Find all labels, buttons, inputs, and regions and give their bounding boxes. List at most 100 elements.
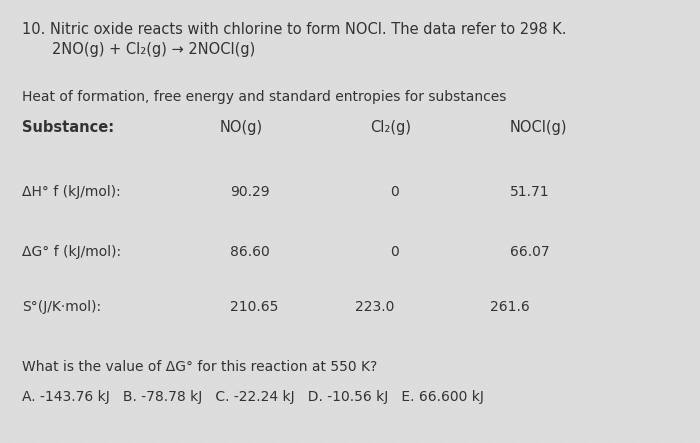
Bar xyxy=(486,71,492,77)
Bar xyxy=(600,413,606,419)
Bar xyxy=(378,0,384,5)
Bar xyxy=(672,293,678,299)
Bar xyxy=(102,215,108,221)
Bar xyxy=(288,113,294,119)
Bar xyxy=(498,47,504,53)
Bar xyxy=(162,287,168,293)
Bar xyxy=(564,101,570,107)
Bar xyxy=(504,221,510,227)
Bar xyxy=(492,77,498,83)
Bar xyxy=(564,281,570,287)
Bar xyxy=(36,257,42,263)
Bar xyxy=(612,293,618,299)
Bar xyxy=(12,329,18,335)
Bar xyxy=(432,173,438,179)
Bar xyxy=(558,11,564,17)
Bar xyxy=(468,329,474,335)
Bar xyxy=(204,209,210,215)
Bar xyxy=(630,143,636,149)
Bar xyxy=(78,203,84,209)
Bar xyxy=(288,341,294,347)
Text: 210.65: 210.65 xyxy=(230,300,279,314)
Bar xyxy=(342,251,348,257)
Bar xyxy=(132,305,138,311)
Bar xyxy=(330,0,336,5)
Bar xyxy=(498,59,504,65)
Bar xyxy=(636,77,642,83)
Bar xyxy=(648,257,654,263)
Bar xyxy=(114,251,120,257)
Bar xyxy=(444,161,450,167)
Bar xyxy=(96,77,102,83)
Bar xyxy=(300,29,306,35)
Bar xyxy=(210,395,216,401)
Bar xyxy=(66,263,72,269)
Bar xyxy=(672,53,678,59)
Bar xyxy=(678,407,684,413)
Bar xyxy=(606,59,612,65)
Bar xyxy=(48,209,54,215)
Bar xyxy=(174,131,180,137)
Bar xyxy=(126,347,132,353)
Bar xyxy=(30,395,36,401)
Bar xyxy=(420,401,426,407)
Bar xyxy=(162,215,168,221)
Bar xyxy=(78,263,84,269)
Bar xyxy=(348,413,354,419)
Bar xyxy=(144,257,150,263)
Bar xyxy=(486,299,492,305)
Bar xyxy=(48,425,54,431)
Bar xyxy=(684,329,690,335)
Bar xyxy=(606,431,612,437)
Bar xyxy=(282,383,288,389)
Bar xyxy=(174,155,180,161)
Bar xyxy=(684,89,690,95)
Bar xyxy=(690,155,696,161)
Bar xyxy=(270,23,276,29)
Bar xyxy=(222,251,228,257)
Bar xyxy=(66,347,72,353)
Bar xyxy=(366,83,372,89)
Bar xyxy=(408,269,414,275)
Bar xyxy=(384,101,390,107)
Bar xyxy=(270,263,276,269)
Bar xyxy=(246,227,252,233)
Bar xyxy=(156,53,162,59)
Bar xyxy=(618,119,624,125)
Bar xyxy=(90,287,96,293)
Bar xyxy=(264,5,270,11)
Bar xyxy=(408,137,414,143)
Bar xyxy=(324,101,330,107)
Bar xyxy=(420,161,426,167)
Bar xyxy=(384,149,390,155)
Bar xyxy=(174,11,180,17)
Bar xyxy=(18,59,24,65)
Bar xyxy=(138,371,144,377)
Bar xyxy=(312,125,318,131)
Bar xyxy=(396,77,402,83)
Bar xyxy=(384,425,390,431)
Bar xyxy=(654,371,660,377)
Bar xyxy=(192,125,198,131)
Bar xyxy=(282,299,288,305)
Bar xyxy=(384,185,390,191)
Bar xyxy=(480,389,486,395)
Bar xyxy=(642,323,648,329)
Bar xyxy=(30,227,36,233)
Bar xyxy=(426,59,432,65)
Bar xyxy=(324,329,330,335)
Bar xyxy=(558,347,564,353)
Bar xyxy=(312,149,318,155)
Bar xyxy=(60,161,66,167)
Bar xyxy=(552,221,558,227)
Bar xyxy=(42,383,48,389)
Bar xyxy=(48,353,54,359)
Bar xyxy=(684,377,690,383)
Bar xyxy=(432,245,438,251)
Bar xyxy=(90,23,96,29)
Bar xyxy=(318,251,324,257)
Bar xyxy=(552,77,558,83)
Bar xyxy=(102,167,108,173)
Bar xyxy=(90,347,96,353)
Bar xyxy=(294,155,300,161)
